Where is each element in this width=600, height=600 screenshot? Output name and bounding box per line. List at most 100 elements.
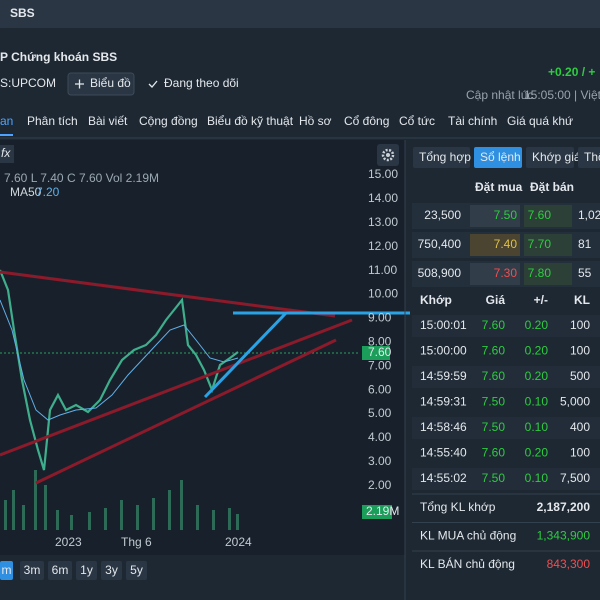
ask-price: 7.70: [528, 237, 552, 251]
chart-button[interactable]: [67, 72, 135, 96]
ask-box: [524, 205, 572, 227]
book-header: Đặt bán: [530, 180, 574, 194]
panel-tab[interactable]: [413, 147, 470, 168]
trade-row: [412, 315, 600, 337]
chart-button-label[interactable]: Biểu đồ: [90, 76, 131, 90]
ask-price: 7.60: [528, 208, 552, 222]
price-axis-label: 9.00: [368, 311, 392, 325]
ohlc-legend: 7.60 L 7.40 C 7.60 Vol 2.19M: [4, 171, 159, 185]
follow-label[interactable]: Đang theo dõi: [164, 76, 239, 90]
range-label[interactable]: m: [2, 563, 12, 577]
range-label[interactable]: 3y: [105, 563, 118, 577]
trade-cell: 0.10: [525, 471, 549, 485]
ma-legend-value: 7.20: [36, 185, 60, 199]
panel-tab-label[interactable]: Thố: [584, 150, 600, 164]
panel-tab-label[interactable]: Tổng hợp: [419, 150, 471, 164]
range-label[interactable]: 3m: [24, 563, 41, 577]
panel-tab[interactable]: [578, 147, 600, 168]
tab[interactable]: Cổ tức: [399, 114, 435, 128]
panel-tab-label[interactable]: Khớp giá: [532, 150, 581, 164]
trade-cell: 100: [570, 318, 590, 332]
trade-row: [412, 391, 600, 414]
bid-price: 7.30: [494, 266, 518, 280]
book-header: Đặt mua: [475, 180, 523, 194]
range-button[interactable]: [0, 561, 13, 580]
tab[interactable]: Bài viết: [88, 114, 128, 128]
panel-tab[interactable]: [474, 147, 522, 168]
tab[interactable]: an: [0, 114, 13, 128]
trade-header: KL: [574, 293, 590, 307]
trade-cell: 14:55:02: [420, 471, 467, 485]
trade-row: [412, 442, 600, 465]
exchange: S:UPCOM: [0, 76, 56, 90]
gear-icon: [381, 148, 395, 162]
tab[interactable]: Hồ sơ: [299, 114, 332, 128]
trade-header: Giá: [486, 293, 506, 307]
trade-cell: 14:59:59: [420, 369, 467, 383]
fx-label[interactable]: fx: [1, 146, 11, 160]
trade-row: [412, 417, 600, 439]
price-axis-label: 4.00: [368, 430, 392, 444]
trade-cell: 14:55:40: [420, 446, 467, 460]
ask-price: 7.80: [528, 266, 552, 280]
trade-cell: 100: [570, 344, 590, 358]
trade-cell: 7.60: [482, 344, 506, 358]
range-button[interactable]: [76, 561, 97, 580]
time-axis-label: 2024: [225, 535, 252, 549]
trade-cell: 7.60: [482, 446, 506, 460]
price-axis-label: 15.00: [368, 167, 398, 181]
ask-box: [524, 263, 572, 285]
range-label[interactable]: 5y: [130, 563, 143, 577]
bid-box: [470, 263, 520, 285]
tab[interactable]: Cộng đồng: [139, 114, 198, 128]
price-axis-label: 11.00: [368, 263, 397, 277]
check-icon: [148, 80, 158, 88]
tab[interactable]: Phân tích: [27, 114, 78, 128]
tab[interactable]: Biểu đồ kỹ thuật: [207, 114, 294, 128]
updated-time: 15:05:00 | Việt Nam: [524, 88, 600, 102]
ask-volume: 55: [578, 266, 592, 280]
chart-area: [0, 140, 405, 555]
trade-cell: 7.50: [482, 395, 506, 409]
range-button[interactable]: [20, 561, 44, 580]
trade-row: [412, 340, 600, 363]
summary-label: Tổng KL khớp: [420, 500, 496, 514]
trade-cell: 7,500: [560, 471, 590, 485]
range-label[interactable]: 6m: [52, 563, 69, 577]
bid-volume: 508,900: [418, 266, 462, 280]
trade-cell: 0.10: [525, 420, 549, 434]
bid-price: 7.50: [494, 208, 518, 222]
tab[interactable]: Giá quá khứ: [507, 114, 573, 128]
trade-cell: 7.50: [482, 471, 506, 485]
time-axis-label: 2023: [55, 535, 82, 549]
range-button[interactable]: [48, 561, 72, 580]
trade-header: +/-: [534, 293, 548, 307]
summary-value: 1,343,900: [537, 529, 591, 543]
ask-volume: 81: [578, 237, 592, 251]
summary-label: KL MUA chủ động: [420, 529, 516, 543]
last-price-badge: [362, 346, 390, 360]
stock-name: P Chứng khoán SBS: [0, 50, 117, 64]
fx-button[interactable]: [0, 145, 14, 163]
range-button[interactable]: [126, 561, 147, 580]
price-axis-label: 2.00: [368, 478, 392, 492]
bid-volume: 23,500: [424, 208, 461, 222]
gear-center: [386, 153, 390, 157]
panel-tab[interactable]: [526, 147, 574, 168]
panel-tab-label[interactable]: Sổ lệnh: [480, 150, 521, 164]
price-line: [0, 269, 239, 471]
tab[interactable]: Cổ đông: [344, 114, 389, 128]
price-axis-label: 8.00: [368, 334, 392, 348]
bid-box: [470, 234, 520, 256]
summary-value: 2,187,200: [537, 500, 591, 514]
bid-volume: 750,400: [418, 237, 462, 251]
trade-cell: 0.20: [525, 318, 549, 332]
range-button[interactable]: [101, 561, 122, 580]
bid-price: 7.40: [494, 237, 518, 251]
tab[interactable]: Tài chính: [448, 114, 497, 128]
range-label[interactable]: 1y: [80, 563, 93, 577]
trade-cell: 500: [570, 369, 590, 383]
trade-row: [412, 468, 600, 490]
price-axis-label: 12.00: [368, 239, 398, 253]
bid-box: [470, 205, 520, 227]
